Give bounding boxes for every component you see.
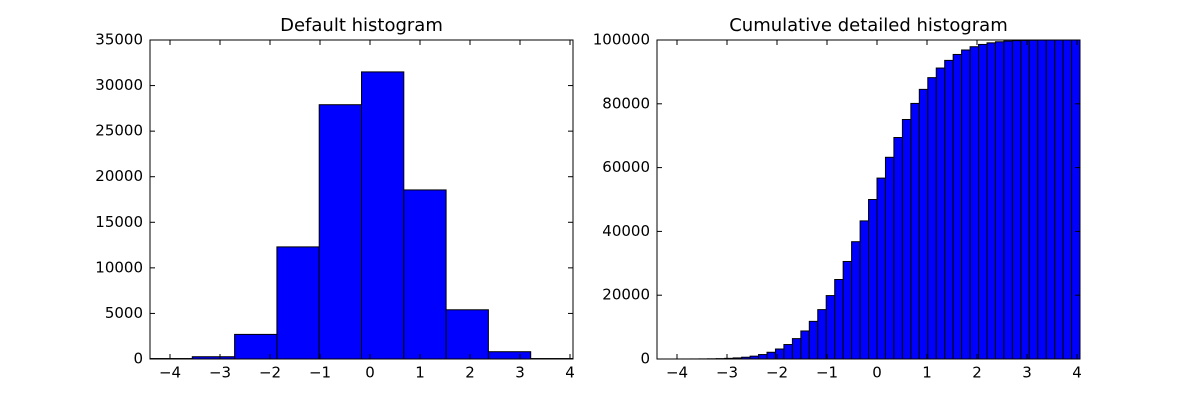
y-tick-label: 30000 bbox=[95, 76, 143, 94]
bar bbox=[766, 351, 776, 360]
bar bbox=[783, 344, 793, 360]
bar bbox=[234, 333, 278, 360]
bar bbox=[800, 330, 810, 360]
bar bbox=[842, 260, 853, 360]
axes-frame bbox=[656, 39, 1081, 360]
x-tick-label: −2 bbox=[259, 364, 281, 382]
y-tick-label: 80000 bbox=[602, 94, 650, 112]
bar bbox=[1054, 39, 1064, 360]
bar bbox=[318, 104, 363, 360]
y-tick-label: 40000 bbox=[602, 222, 650, 240]
bar bbox=[808, 320, 819, 360]
y-tick-label: 10000 bbox=[95, 258, 143, 276]
bar bbox=[791, 338, 802, 360]
bar bbox=[893, 137, 903, 360]
bar bbox=[817, 309, 827, 360]
y-tick-label: 25000 bbox=[95, 122, 143, 140]
bar bbox=[403, 189, 447, 360]
bar bbox=[276, 246, 320, 360]
bar bbox=[868, 199, 878, 360]
bar bbox=[918, 88, 929, 360]
bar bbox=[1003, 40, 1013, 360]
x-tick-label: −1 bbox=[816, 364, 838, 382]
bar bbox=[944, 59, 954, 360]
bar bbox=[445, 309, 489, 360]
y-tick-label: 35000 bbox=[95, 31, 143, 49]
bar bbox=[994, 41, 1005, 360]
x-tick-label: −4 bbox=[159, 364, 181, 382]
x-tick-label: −3 bbox=[209, 364, 231, 382]
x-tick-label: 2 bbox=[465, 364, 475, 382]
bar bbox=[1071, 39, 1081, 360]
bar bbox=[758, 354, 768, 360]
bar bbox=[935, 67, 946, 360]
y-tick-label: 0 bbox=[133, 350, 143, 368]
x-tick-label: 2 bbox=[972, 364, 982, 382]
bar bbox=[901, 118, 912, 360]
x-tick-label: 1 bbox=[415, 364, 425, 382]
bar bbox=[876, 177, 886, 360]
x-tick-label: −1 bbox=[309, 364, 331, 382]
bar bbox=[1020, 39, 1030, 360]
y-tick-label: 20000 bbox=[602, 286, 650, 304]
x-tick-label: 1 bbox=[922, 364, 932, 382]
bar bbox=[361, 71, 405, 360]
bar bbox=[961, 49, 971, 360]
chart-title: Default histogram bbox=[280, 15, 443, 36]
y-tick-label: 100000 bbox=[593, 31, 650, 49]
x-tick-label: 3 bbox=[515, 364, 525, 382]
bar bbox=[487, 351, 532, 360]
bar bbox=[859, 220, 870, 360]
x-tick-label: 4 bbox=[565, 364, 575, 382]
x-tick-label: −3 bbox=[716, 364, 738, 382]
x-tick-label: 3 bbox=[1022, 364, 1032, 382]
bar bbox=[851, 241, 861, 360]
bar bbox=[927, 77, 937, 360]
bar bbox=[978, 43, 988, 360]
bar bbox=[884, 156, 895, 360]
bar bbox=[910, 102, 920, 360]
bar bbox=[1028, 39, 1039, 360]
x-tick-label: −4 bbox=[666, 364, 688, 382]
x-tick-label: 0 bbox=[365, 364, 375, 382]
bar bbox=[834, 279, 844, 360]
x-tick-label: 0 bbox=[872, 364, 882, 382]
y-tick-label: 5000 bbox=[105, 304, 143, 322]
x-tick-label: −2 bbox=[766, 364, 788, 382]
bar bbox=[1037, 39, 1047, 360]
bar bbox=[825, 295, 836, 360]
y-tick-label: 20000 bbox=[95, 167, 143, 185]
chart-title: Cumulative detailed histogram bbox=[729, 15, 1008, 36]
y-tick-label: 0 bbox=[640, 350, 650, 368]
axes-frame bbox=[149, 39, 574, 360]
y-tick-label: 15000 bbox=[95, 213, 143, 231]
y-tick-label: 60000 bbox=[602, 158, 650, 176]
bar bbox=[952, 53, 963, 360]
bar bbox=[986, 42, 996, 360]
bar bbox=[969, 46, 980, 360]
bar bbox=[1011, 40, 1022, 360]
x-tick-label: 4 bbox=[1072, 364, 1082, 382]
bar bbox=[1045, 39, 1056, 360]
bar bbox=[1062, 39, 1073, 360]
